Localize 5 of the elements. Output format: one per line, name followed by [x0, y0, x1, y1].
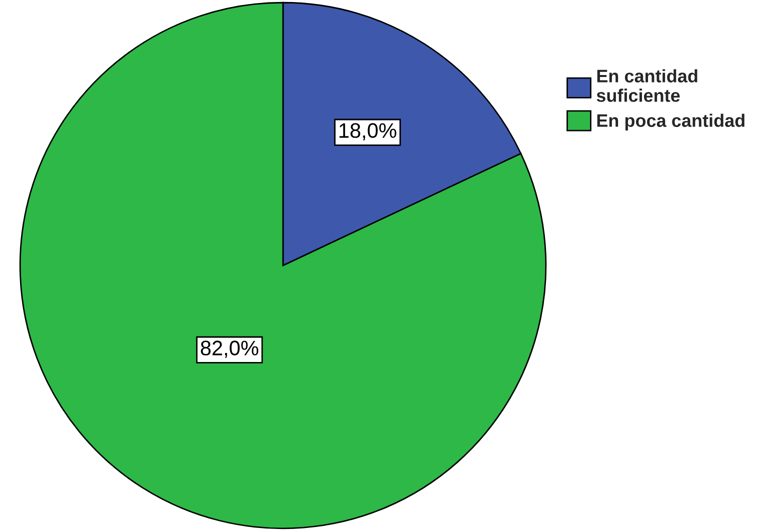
legend-label: En cantidad suficiente [596, 69, 698, 102]
data-label: 82,0% [200, 340, 258, 358]
pie-slice [19, 2, 547, 530]
legend-label: En poca cantidad [597, 114, 744, 131]
data-label: 18,0% [340, 123, 396, 140]
